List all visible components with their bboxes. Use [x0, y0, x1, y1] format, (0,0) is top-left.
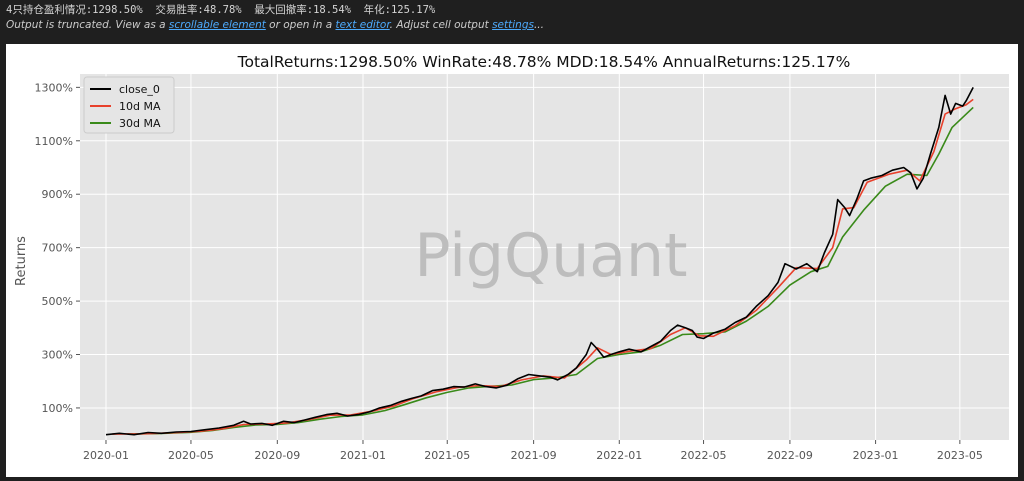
series-line-10d-ma [112, 98, 974, 435]
chart-figure: TotalReturns:1298.50% WinRate:48.78% MDD… [6, 44, 1018, 477]
x-tick-label: 2021-09 [511, 449, 557, 462]
y-tick-label: 500% [42, 295, 73, 308]
scrollable-element-link[interactable]: scrollable element [168, 19, 266, 31]
x-tick-label: 2023-05 [937, 449, 983, 462]
y-axis: 100% 300% 500% 700% 900% 1100% 1300% [35, 81, 80, 415]
x-tick-label: 2021-01 [340, 449, 386, 462]
x-tick-label: 2022-05 [681, 449, 727, 462]
x-tick-label: 2020-05 [168, 449, 214, 462]
y-tick-label: 1100% [35, 135, 73, 148]
x-tick-label: 2022-01 [596, 449, 642, 462]
x-tick-label: 2023-01 [853, 449, 899, 462]
legend-label: 10d MA [119, 100, 161, 113]
x-axis: 2020-01 2020-05 2020-09 2021-01 2021-05 2021-… [83, 440, 983, 462]
series-layer [105, 87, 974, 436]
watermark-text: PigQuant [414, 221, 687, 291]
settings-link[interactable]: settings [492, 19, 534, 31]
cell-stdout-line: 4只持仓盈利情况:1298.50% 交易胜率:48.78% 最大回撤率:18.5… [6, 4, 436, 16]
legend-label: 30d MA [119, 117, 161, 130]
chart-title: TotalReturns:1298.50% WinRate:48.78% MDD… [237, 53, 851, 71]
returns-chart: TotalReturns:1298.50% WinRate:48.78% MDD… [14, 53, 1009, 462]
grid-lines [80, 74, 1009, 440]
x-tick-label: 2022-09 [767, 449, 813, 462]
truncated-prefix: Output is truncated. View as a [6, 19, 169, 31]
y-tick-label: 700% [42, 242, 73, 255]
open-in-text: or open in a [265, 19, 336, 31]
chart-legend: close_0 10d MA 30d MA [83, 76, 175, 134]
series-line-close-0 [105, 87, 974, 436]
y-tick-label: 900% [42, 188, 73, 201]
output-truncated-notice: Output is truncated. View as a scrollabl… [6, 19, 544, 31]
x-tick-label: 2020-09 [254, 449, 300, 462]
text-editor-link[interactable]: text editor [335, 19, 390, 31]
y-tick-label: 100% [42, 402, 73, 415]
x-tick-label: 2021-05 [424, 449, 470, 462]
adjust-output-text: . Adjust cell output [389, 19, 493, 31]
legend-box [83, 76, 175, 134]
series-line-30d-ma [127, 106, 974, 435]
y-tick-label: 1300% [35, 81, 73, 94]
y-tick-label: 300% [42, 349, 73, 362]
y-axis-label: Returns [14, 236, 29, 286]
x-tick-label: 2020-01 [83, 449, 129, 462]
ellipsis: ... [533, 19, 544, 31]
legend-label: close_0 [119, 83, 160, 96]
